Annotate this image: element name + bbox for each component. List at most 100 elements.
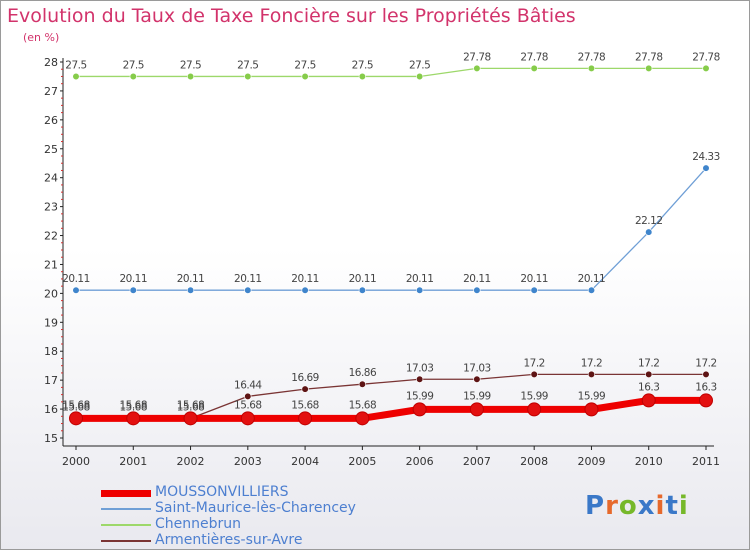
data-point — [355, 411, 370, 426]
data-point — [699, 393, 713, 408]
data-label: 20.11 — [578, 273, 606, 285]
data-label: 27.5 — [65, 59, 86, 71]
y-tick-label: 19 — [44, 316, 58, 329]
series-line-2 — [75, 67, 707, 78]
data-point — [72, 72, 80, 81]
y-tick-label: 20 — [44, 287, 58, 300]
y-tick-label: 22 — [44, 230, 58, 243]
data-point — [298, 411, 313, 426]
x-tick-label: 2003 — [234, 455, 262, 468]
data-label: 17.2 — [638, 357, 659, 369]
data-label: 17.2 — [581, 357, 602, 369]
data-point — [183, 411, 198, 426]
y-tick-label: 15 — [44, 432, 58, 445]
data-point — [129, 72, 137, 81]
data-label: 15.68 — [291, 399, 319, 411]
data-point — [412, 402, 427, 417]
data-label: 20.11 — [62, 273, 90, 285]
data-point — [72, 286, 80, 294]
data-point — [702, 64, 710, 72]
data-label: 15.68 — [119, 401, 147, 413]
x-tick-label: 2000 — [62, 455, 90, 468]
legend-label: Armentières-sur-Avre — [155, 532, 303, 548]
data-point — [129, 286, 137, 294]
data-point — [527, 402, 542, 417]
data-point — [530, 286, 538, 294]
data-point — [473, 64, 481, 72]
data-point — [358, 286, 366, 294]
x-tick-label: 2007 — [463, 455, 491, 468]
chart-unit-label: (en %) — [23, 31, 60, 44]
x-tick-label: 2010 — [635, 455, 663, 468]
data-point — [530, 370, 538, 378]
data-label: 27.5 — [409, 59, 430, 71]
data-label: 16.3 — [695, 381, 716, 393]
data-point — [301, 385, 309, 393]
y-tick-label: 24 — [44, 172, 58, 185]
data-label: 20.11 — [119, 273, 147, 285]
x-tick-label: 2008 — [520, 455, 548, 468]
data-label: 16.69 — [291, 372, 319, 384]
data-point — [301, 286, 309, 294]
data-label: 27.5 — [123, 59, 144, 71]
data-point — [358, 380, 366, 388]
data-label: 22.12 — [635, 215, 663, 227]
x-tick-label: 2009 — [577, 455, 605, 468]
x-tick-label: 2002 — [177, 455, 205, 468]
y-tick-label: 26 — [44, 114, 58, 127]
data-label: 15.99 — [406, 390, 434, 402]
data-label: 27.78 — [578, 51, 606, 63]
chart-title: Evolution du Taux de Taxe Foncière sur l… — [7, 5, 576, 27]
legend-swatch — [101, 524, 151, 526]
data-point — [416, 375, 424, 383]
data-point — [469, 402, 484, 417]
legend-swatch — [101, 508, 151, 510]
data-label: 15.68 — [177, 401, 205, 413]
data-label: 15.68 — [62, 399, 90, 411]
x-tick-label: 2004 — [291, 455, 319, 468]
legend-label: MOUSSONVILLIERS — [155, 484, 289, 500]
data-label: 15.68 — [234, 399, 262, 411]
data-label: 15.68 — [62, 401, 90, 413]
data-label: 27.78 — [520, 51, 548, 63]
data-label: 27.78 — [635, 51, 663, 63]
data-label: 15.99 — [463, 390, 491, 402]
data-label: 20.11 — [406, 273, 434, 285]
x-tick-label: 2001 — [119, 455, 147, 468]
data-point — [530, 64, 538, 72]
data-point — [240, 411, 255, 426]
x-tick-label: 2005 — [348, 455, 376, 468]
data-point — [702, 164, 710, 172]
data-label: 27.78 — [692, 51, 720, 63]
data-point — [244, 72, 252, 81]
data-point — [244, 392, 252, 400]
data-label: 16.3 — [638, 381, 659, 393]
data-point — [587, 64, 596, 72]
data-label: 15.99 — [578, 390, 606, 402]
x-tick-label: 2011 — [692, 455, 720, 468]
data-label: 20.11 — [177, 273, 205, 285]
legend-label: Chennebrun — [155, 516, 242, 532]
data-point — [587, 370, 596, 378]
data-label: 27.5 — [237, 59, 258, 71]
data-label: 15.68 — [177, 399, 205, 411]
data-label: 15.68 — [119, 399, 147, 411]
data-label: 16.86 — [349, 367, 377, 379]
data-point — [358, 72, 366, 81]
y-tick-label: 25 — [44, 143, 58, 156]
y-tick-label: 17 — [44, 374, 58, 387]
data-label: 20.11 — [234, 273, 262, 285]
data-point — [641, 393, 656, 408]
data-point — [473, 375, 481, 383]
data-point — [301, 72, 309, 81]
data-label: 17.03 — [463, 362, 491, 374]
data-label: 15.99 — [520, 390, 548, 402]
data-point — [69, 411, 83, 426]
data-label: 20.11 — [349, 273, 377, 285]
y-tick-label: 18 — [44, 345, 58, 358]
y-tick-label: 16 — [44, 403, 58, 416]
data-point — [186, 72, 195, 81]
data-label: 20.11 — [520, 273, 548, 285]
